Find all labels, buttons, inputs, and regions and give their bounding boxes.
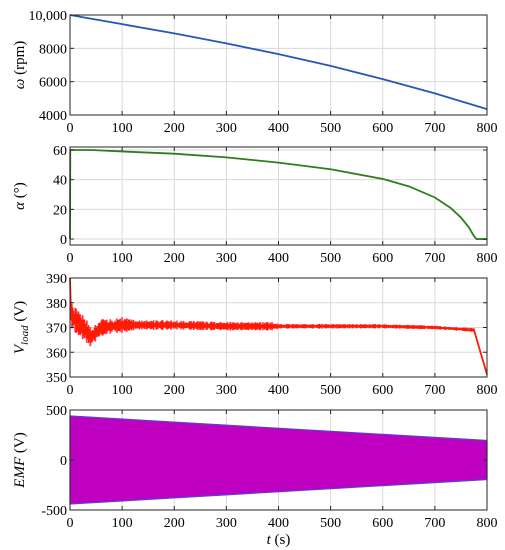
- emf-x-tick-label: 700: [424, 516, 445, 531]
- alpha-x-tick-label: 800: [477, 251, 498, 266]
- panel-alpha: 0 100 200 300 400 500 600 700 800 0 20 40 60 α (°): [12, 144, 498, 266]
- alpha-x-tick-label: 700: [424, 251, 445, 266]
- emf-y-axis-label: EMF (V): [12, 432, 28, 488]
- emf-x-tick-label: 500: [320, 516, 341, 531]
- emf-y-tick-label: 0: [60, 454, 67, 469]
- vload-x-tick-label: 700: [424, 383, 445, 398]
- vload-y-tick-label: 390: [46, 272, 67, 287]
- vload-x-tick-label: 400: [268, 383, 289, 398]
- emf-x-tick-label: 400: [268, 516, 289, 531]
- emf-x-tick-label: 100: [112, 516, 133, 531]
- emf-x-tick-label: 0: [67, 516, 74, 531]
- vload-y-tick-label: 350: [46, 371, 67, 386]
- omega-x-tick-label: 0: [67, 121, 74, 136]
- omega-x-tick-label: 500: [320, 121, 341, 136]
- omega-x-tick-label: 100: [112, 121, 133, 136]
- panel-vload: 0 100 200 300 400 500 600 700 800 350 360 370 380 390…: [12, 272, 498, 398]
- vload-x-tick-label: 100: [112, 383, 133, 398]
- vload-x-tick-label: 0: [67, 383, 74, 398]
- alpha-x-tick-label: 600: [372, 251, 393, 266]
- alpha-x-tick-label: 200: [164, 251, 185, 266]
- alpha-x-tick-label: 100: [112, 251, 133, 266]
- alpha-x-tick-label: 500: [320, 251, 341, 266]
- omega-series-line: [69, 14, 488, 111]
- alpha-x-tick-label: 400: [268, 251, 289, 266]
- omega-y-axis-label: ω (rpm): [12, 41, 28, 90]
- vload-y-tick-label: 380: [46, 297, 67, 312]
- alpha-y-tick-label: 0: [60, 233, 67, 248]
- emf-x-tick-label: 600: [372, 516, 393, 531]
- emf-y-tick-label: 500: [46, 404, 67, 419]
- vload-x-tick-label: 600: [372, 383, 393, 398]
- omega-x-tick-label: 800: [477, 121, 498, 136]
- vload-x-tick-label: 300: [216, 383, 237, 398]
- vload-x-tick-label: 500: [320, 383, 341, 398]
- omega-x-tick-label: 400: [268, 121, 289, 136]
- alpha-y-axis-label: α (°): [12, 182, 28, 210]
- emf-x-tick-label: 300: [216, 516, 237, 531]
- vload-y-axis-label: Vload (V): [12, 301, 31, 354]
- panel-omega: 0 100 200 300 400 500 600 700 800 4000 6000 8000 10,…: [12, 9, 498, 136]
- emf-x-tick-label: 800: [477, 516, 498, 531]
- x-axis-label: t (s): [267, 532, 291, 548]
- omega-y-tick-label: 4000: [39, 109, 67, 124]
- emf-x-tick-label: 200: [164, 516, 185, 531]
- alpha-x-tick-label: 300: [216, 251, 237, 266]
- omega-y-tick-label: 8000: [39, 42, 67, 57]
- alpha-series-line: [69, 149, 487, 240]
- alpha-x-tick-label: 0: [67, 251, 74, 266]
- vload-y-tick-label: 360: [46, 346, 67, 361]
- vload-x-tick-label: 800: [477, 383, 498, 398]
- omega-y-tick-label: 10,000: [29, 9, 68, 24]
- omega-y-tick-label: 6000: [39, 76, 67, 91]
- omega-x-tick-label: 300: [216, 121, 237, 136]
- omega-x-tick-label: 700: [424, 121, 445, 136]
- vload-series-line: [69, 277, 488, 375]
- vload-y-tick-label: 370: [46, 322, 67, 337]
- alpha-y-tick-label: 40: [53, 174, 67, 189]
- omega-x-tick-label: 600: [372, 121, 393, 136]
- alpha-y-tick-label: 20: [53, 203, 67, 218]
- omega-x-tick-label: 200: [164, 121, 185, 136]
- emf-series-area: [69, 415, 488, 505]
- alpha-y-tick-label: 60: [53, 144, 67, 159]
- emf-y-tick-label: -500: [41, 504, 67, 519]
- vload-x-tick-label: 200: [164, 383, 185, 398]
